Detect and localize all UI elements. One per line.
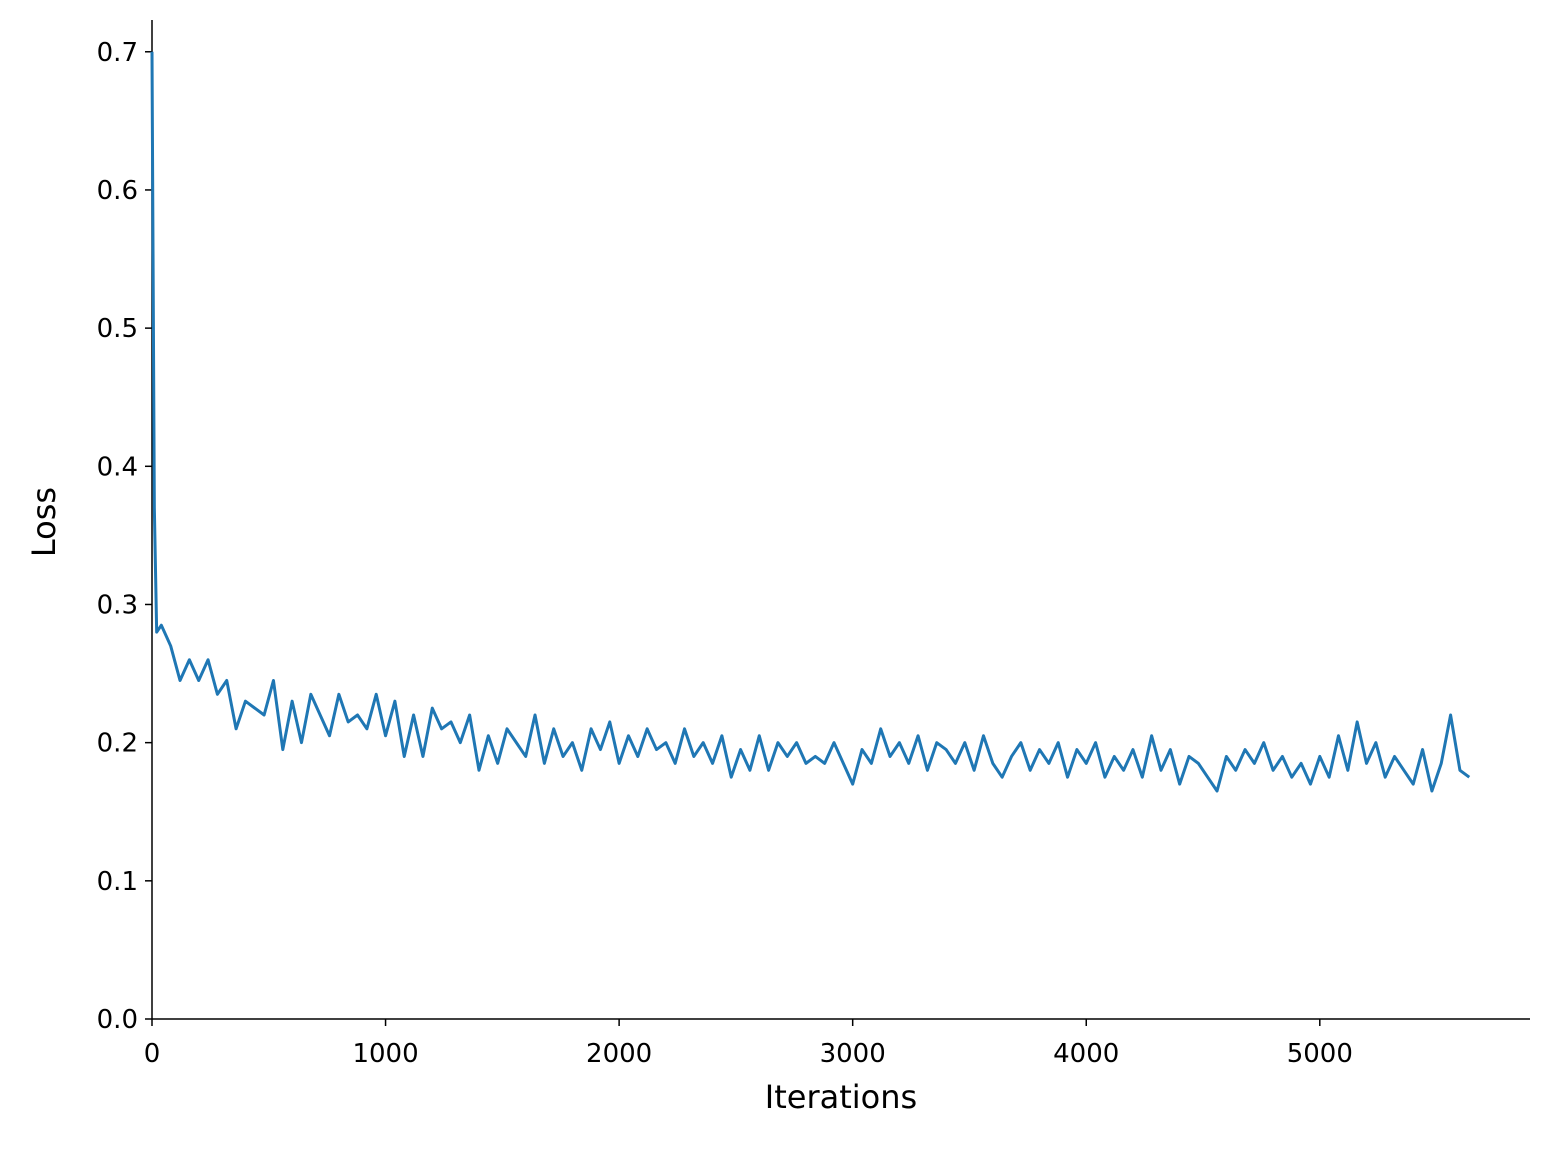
x-tick-label: 2000: [586, 1039, 652, 1069]
y-tick-label: 0.2: [97, 729, 138, 759]
x-axis-label: Iterations: [765, 1078, 917, 1116]
y-tick-label: 0.7: [97, 38, 138, 68]
y-tick-label: 0.4: [97, 452, 138, 482]
y-tick-label: 0.5: [97, 314, 138, 344]
line-series: [150, 51, 1471, 793]
x-tick-label: 0: [144, 1039, 161, 1069]
y-tick-label: 0.1: [97, 867, 138, 897]
x-tick-label: 5000: [1287, 1039, 1353, 1069]
x-tick-label: 4000: [1053, 1039, 1119, 1069]
y-tick-label: 0.0: [97, 1005, 138, 1035]
y-tick-label: 0.3: [97, 590, 138, 620]
y-tick-label: 0.6: [97, 176, 138, 206]
x-tick-label: 3000: [820, 1039, 886, 1069]
y-axis-label: Loss: [25, 487, 63, 557]
x-tick-label: 1000: [352, 1039, 418, 1069]
